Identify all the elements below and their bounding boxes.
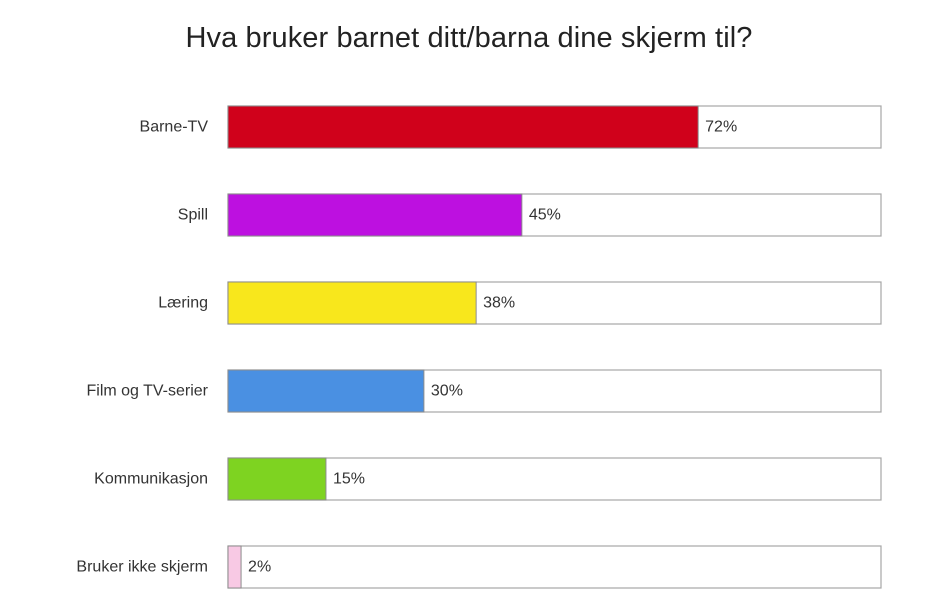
bar-row: Spill 45% [178, 193, 882, 237]
bar-track [227, 457, 882, 501]
bar [227, 105, 699, 149]
bar-row: Læring 38% [158, 281, 882, 325]
bar-row: Bruker ikke skjerm 2% [76, 545, 882, 589]
bar [227, 545, 242, 589]
value-label: 2% [248, 559, 271, 576]
value-label: 72% [705, 119, 737, 136]
category-label: Barne-TV [140, 119, 209, 136]
bar-track [227, 545, 882, 589]
bar-row: Film og TV-serier 30% [86, 369, 882, 413]
category-label: Læring [158, 295, 208, 312]
bar [227, 369, 425, 413]
bar [227, 457, 327, 501]
value-label: 38% [483, 295, 515, 312]
category-label: Film og TV-serier [86, 383, 208, 400]
bar [227, 281, 477, 325]
chart-title: Hva bruker barnet ditt/barna dine skjerm… [185, 22, 753, 54]
bar [227, 193, 523, 237]
bar-row: Kommunikasjon 15% [94, 457, 882, 501]
bar-row: Barne-TV 72% [140, 105, 882, 149]
category-label: Kommunikasjon [94, 471, 208, 488]
category-label: Spill [178, 207, 208, 224]
value-label: 15% [333, 471, 365, 488]
category-label: Bruker ikke skjerm [76, 559, 208, 576]
value-label: 45% [529, 207, 561, 224]
value-label: 30% [431, 383, 463, 400]
